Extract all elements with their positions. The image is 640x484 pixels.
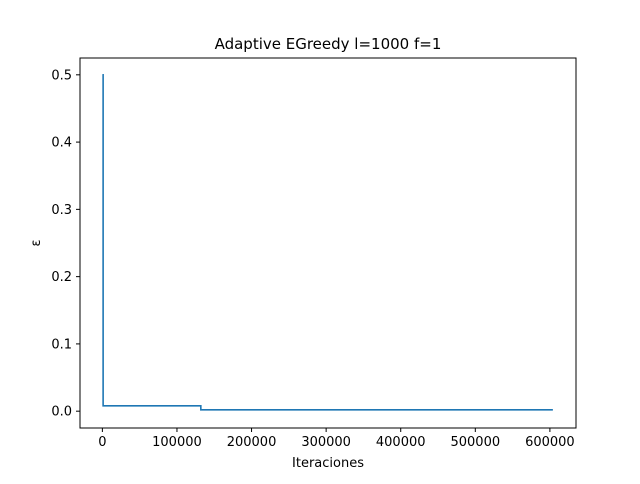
x-axis-label: Iteraciones	[292, 456, 364, 471]
x-tick-label: 100000	[152, 435, 202, 450]
series-layer	[102, 74, 553, 411]
x-tick-label: 500000	[450, 435, 500, 450]
series-line	[102, 74, 553, 411]
x-tick-label: 300000	[301, 435, 351, 450]
y-tick-label: 0.2	[51, 270, 72, 285]
plot-area	[80, 58, 576, 428]
y-axis-ticks: 0.0 0.1 0.2 0.3 0.4 0.5	[51, 68, 80, 420]
plot-frame	[79, 57, 577, 429]
y-tick-label: 0.3	[51, 203, 72, 218]
x-tick-label: 400000	[376, 435, 426, 450]
y-tick-label: 0.5	[51, 68, 72, 83]
y-tick-label: 0.0	[51, 405, 72, 420]
y-axis-label: ε	[29, 239, 44, 246]
x-tick-label: 600000	[525, 435, 575, 450]
chart-title: Adaptive EGreedy l=1000 f=1	[215, 35, 442, 53]
x-tick-label: 0	[98, 435, 106, 450]
y-tick-label: 0.1	[51, 337, 72, 352]
x-tick-label: 200000	[227, 435, 277, 450]
y-tick-label: 0.4	[51, 136, 72, 151]
x-axis-ticks: 0 100000 200000 300000 400000 500000 600000	[98, 428, 575, 450]
